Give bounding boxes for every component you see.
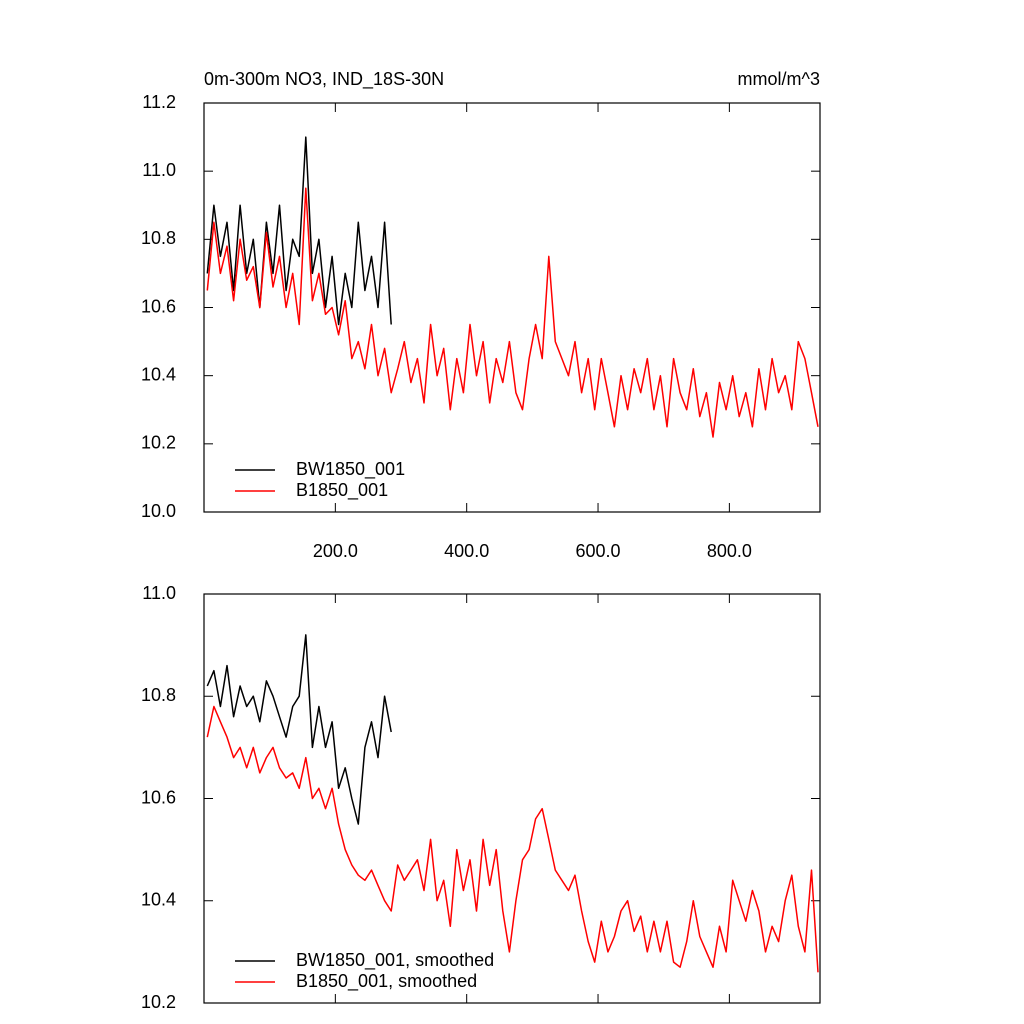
y-tick-label: 10.2 [141, 992, 176, 1012]
data-line [206, 634, 392, 825]
y-tick-label: 10.2 [141, 433, 176, 453]
legend-label: B1850_001, smoothed [296, 971, 477, 992]
x-tick-label: 200.0 [313, 541, 358, 561]
y-tick-label: 11.2 [142, 92, 176, 112]
legend-label: BW1850_001, smoothed [296, 950, 494, 971]
x-tick-label: 600.0 [576, 541, 621, 561]
y-tick-label: 10.4 [141, 890, 176, 910]
x-tick-label: 800.0 [707, 541, 752, 561]
y-tick-label: 11.0 [142, 160, 176, 180]
data-line [206, 187, 819, 438]
y-tick-label: 10.6 [141, 787, 176, 807]
y-tick-label: 10.0 [141, 501, 176, 521]
data-line [206, 136, 392, 326]
y-tick-label: 10.4 [141, 364, 176, 384]
chart-title: 0m-300m NO3, IND_18S-30N [204, 69, 444, 90]
y-tick-label: 10.8 [141, 228, 176, 248]
legend-label: B1850_001 [296, 480, 388, 501]
data-line [206, 705, 819, 973]
x-tick-label: 400.0 [444, 541, 489, 561]
y-tick-label: 11.0 [142, 583, 176, 603]
y-tick-label: 10.6 [141, 296, 176, 316]
units-label: mmol/m^3 [738, 69, 820, 89]
y-tick-label: 10.8 [141, 685, 176, 705]
legend-label: BW1850_001 [296, 459, 405, 480]
